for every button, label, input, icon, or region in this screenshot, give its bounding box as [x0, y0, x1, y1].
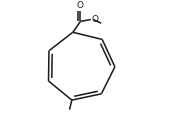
Text: O: O — [77, 1, 84, 10]
Text: O: O — [91, 15, 98, 24]
